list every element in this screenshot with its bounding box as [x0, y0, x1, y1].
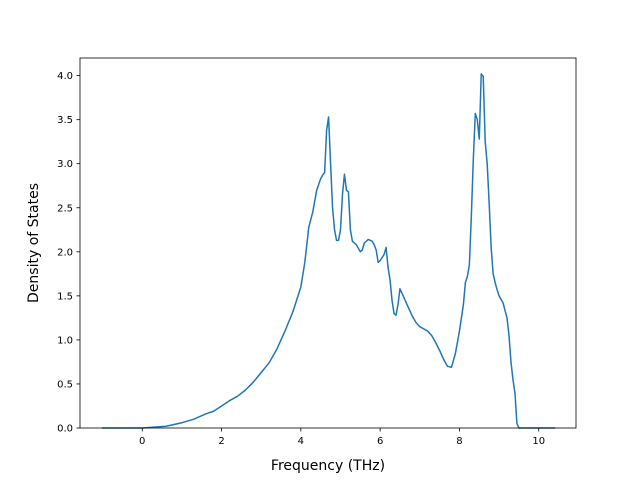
- y-tick-label: 0.5: [57, 379, 73, 390]
- y-tick-label: 1.0: [57, 335, 73, 346]
- dos-series-line: [101, 73, 556, 429]
- x-axis-ticks: 0 2 4 6 8 10: [139, 428, 545, 447]
- x-tick-label: 0: [139, 436, 145, 447]
- y-axis-title: Density of States: [26, 183, 42, 303]
- y-tick-label: 3.5: [57, 115, 73, 126]
- y-tick-label: 1.5: [57, 291, 73, 302]
- y-tick-label: 4.0: [57, 71, 73, 82]
- x-tick-label: 10: [532, 436, 545, 447]
- y-tick-label: 2.0: [57, 247, 73, 258]
- y-tick-label: 2.5: [57, 203, 73, 214]
- y-tick-label: 3.0: [57, 159, 73, 170]
- x-tick-label: 4: [298, 436, 304, 447]
- x-axis-title: Frequency (THz): [271, 458, 385, 474]
- y-tick-label: 0.0: [57, 424, 73, 435]
- axes-frame: [79, 57, 577, 429]
- x-tick-label: 8: [456, 436, 462, 447]
- y-axis-ticks: 0.0 0.5 1.0 1.5 2.0 2.5 3.0 3.5 4.0: [57, 71, 80, 435]
- plot-area: [101, 73, 556, 429]
- x-tick-label: 6: [377, 436, 383, 447]
- x-tick-label: 2: [218, 436, 224, 447]
